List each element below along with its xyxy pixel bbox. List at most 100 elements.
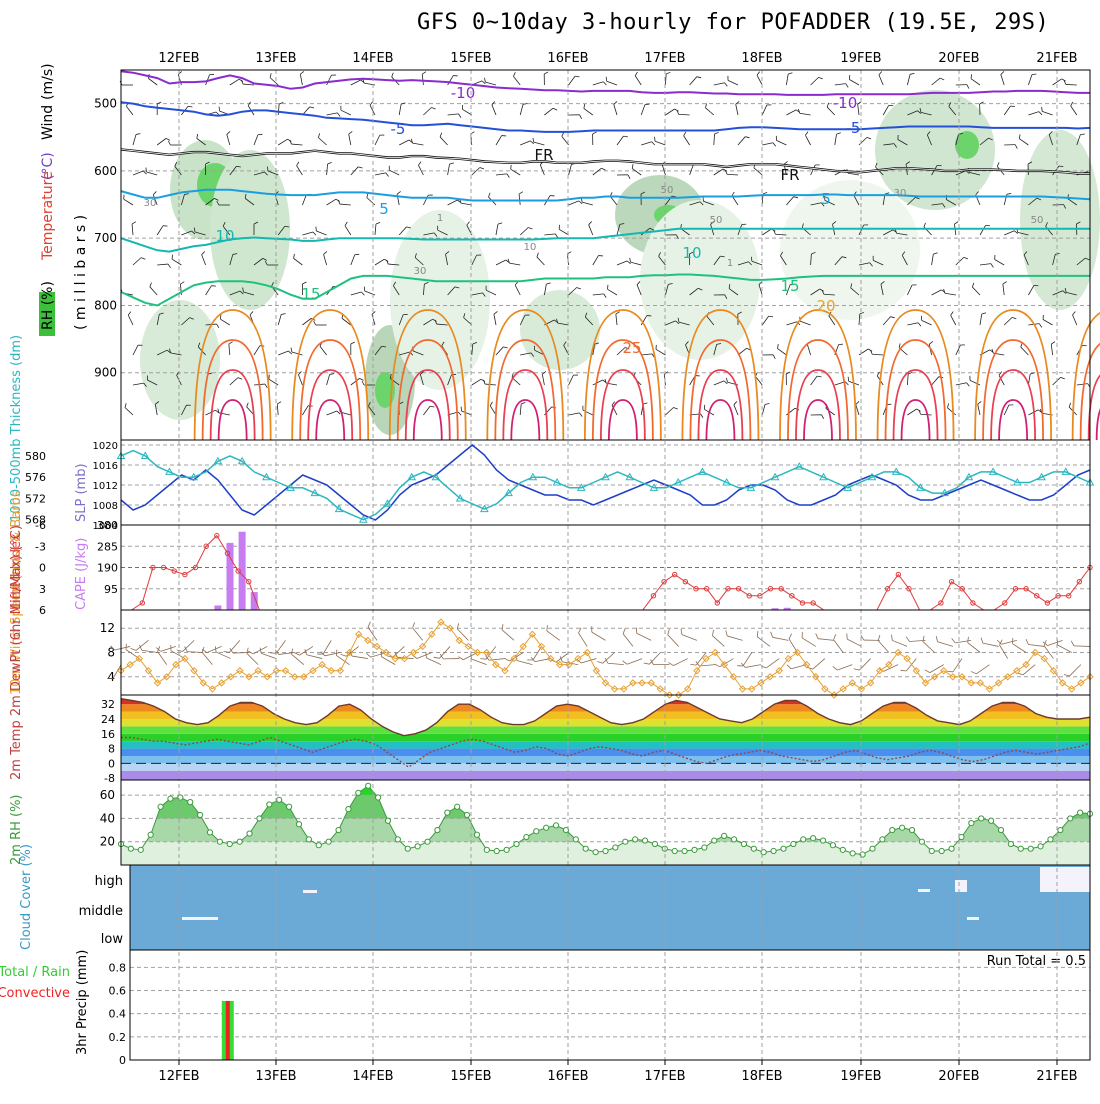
li-tick-label: -3 (35, 540, 46, 553)
wind-barb (1004, 145, 1017, 149)
wind-barb (956, 382, 970, 389)
wind-barb (762, 314, 773, 327)
contour-label: -5 (846, 119, 861, 137)
rh-point (455, 804, 460, 809)
rh-shading (780, 180, 920, 320)
slp-tick-label: 1016 (93, 461, 118, 472)
wind-barb (461, 105, 474, 115)
wind-barb (157, 137, 170, 148)
wind-barb (120, 81, 133, 85)
wind-barb (219, 315, 232, 325)
rh-point (573, 837, 578, 842)
wind-barb (569, 162, 576, 176)
pressure-tick-label: 700 (94, 231, 117, 245)
wind-barb (557, 225, 570, 235)
surface-wind-barb (724, 630, 744, 640)
wind-barb (278, 313, 285, 327)
wind-barb (351, 291, 365, 298)
wind-barb (542, 371, 548, 385)
wind-barb (323, 251, 330, 265)
wind-unit-label: (m/s) (40, 63, 56, 100)
wind-barb (302, 404, 312, 417)
wind-barb (725, 378, 739, 385)
wind-barb (762, 402, 769, 416)
panel-frame (121, 440, 1090, 525)
wind-barb (835, 83, 848, 89)
wind-barb (327, 198, 340, 208)
wind-barb (714, 380, 728, 389)
wind-barb (631, 164, 644, 175)
cape-bar (251, 592, 258, 610)
wind-barb (629, 258, 643, 265)
run-total: Run Total = 0.5 (987, 954, 1086, 969)
wind-barb (593, 167, 606, 178)
rh-point (138, 847, 143, 852)
wind-barb (123, 403, 135, 415)
wind-barb (907, 408, 920, 418)
rh-point (316, 843, 321, 848)
wind-barb (483, 78, 497, 85)
wind-barb (581, 406, 594, 415)
wind-barb (1051, 342, 1057, 355)
surface-wind-barb (770, 632, 790, 641)
surface-wind-barb (597, 649, 614, 665)
wind-barb (269, 73, 281, 85)
rh-point (306, 837, 311, 842)
wind-barb (314, 227, 328, 235)
warm-contour (414, 400, 442, 440)
contour-label: 1 (437, 213, 443, 224)
wind-barb (665, 406, 677, 418)
surface-wind-barb (124, 644, 143, 659)
temp-tick-label: 32 (101, 698, 115, 711)
surface-wind-barb (710, 630, 727, 646)
rh-point (652, 841, 657, 846)
wind-barb (714, 82, 728, 89)
surface-wind-barb (947, 656, 962, 675)
rh-point (682, 848, 687, 853)
wind-barb (1064, 80, 1077, 85)
wind-barb (278, 138, 291, 148)
wind-barb (580, 198, 594, 205)
date-label-top: 20FEB (938, 51, 979, 66)
rh-point (336, 827, 341, 832)
wind-barb (127, 312, 136, 325)
rh-point (128, 846, 133, 851)
wind-barb (351, 165, 363, 177)
wind-barb (726, 76, 739, 85)
wind-barb (133, 170, 147, 178)
wind-barb (157, 224, 167, 237)
wind-barb (348, 131, 354, 145)
wind-barb (327, 373, 334, 387)
wind-barb (327, 162, 332, 175)
contour-label: 15 (301, 285, 320, 303)
contour-label: -10 (451, 84, 476, 102)
rh-point (880, 837, 885, 842)
slp-ylabel: SLP (mb) (74, 463, 89, 522)
wind-barb (641, 103, 649, 117)
cloud-gap (182, 917, 218, 920)
cloud-tick-label: middle (79, 904, 123, 919)
thickness-tick-label: 580 (25, 450, 46, 463)
rh-point (1018, 846, 1023, 851)
date-label-top: 13FEB (255, 51, 296, 66)
wind-barb (968, 376, 981, 385)
cape-bar (239, 532, 246, 610)
rh-point (375, 795, 380, 800)
cape-tick-label: 285 (97, 540, 118, 553)
wind-barb (278, 350, 292, 358)
rh-point (227, 841, 232, 846)
rh-point (613, 845, 618, 850)
rh-point (553, 823, 558, 828)
rh-point (840, 847, 845, 852)
rh-point (277, 797, 282, 802)
wind-barb (1004, 104, 1015, 117)
rh-point (425, 839, 430, 844)
wind-barb (835, 132, 841, 145)
surface-wind-barb (577, 628, 592, 647)
contour-label: 50 (1031, 215, 1044, 226)
rh-shading (640, 200, 760, 360)
wind-barb (956, 343, 965, 356)
date-label-top: 18FEB (741, 51, 782, 66)
surface-wind-barb (621, 628, 637, 646)
rh-point (217, 839, 222, 844)
